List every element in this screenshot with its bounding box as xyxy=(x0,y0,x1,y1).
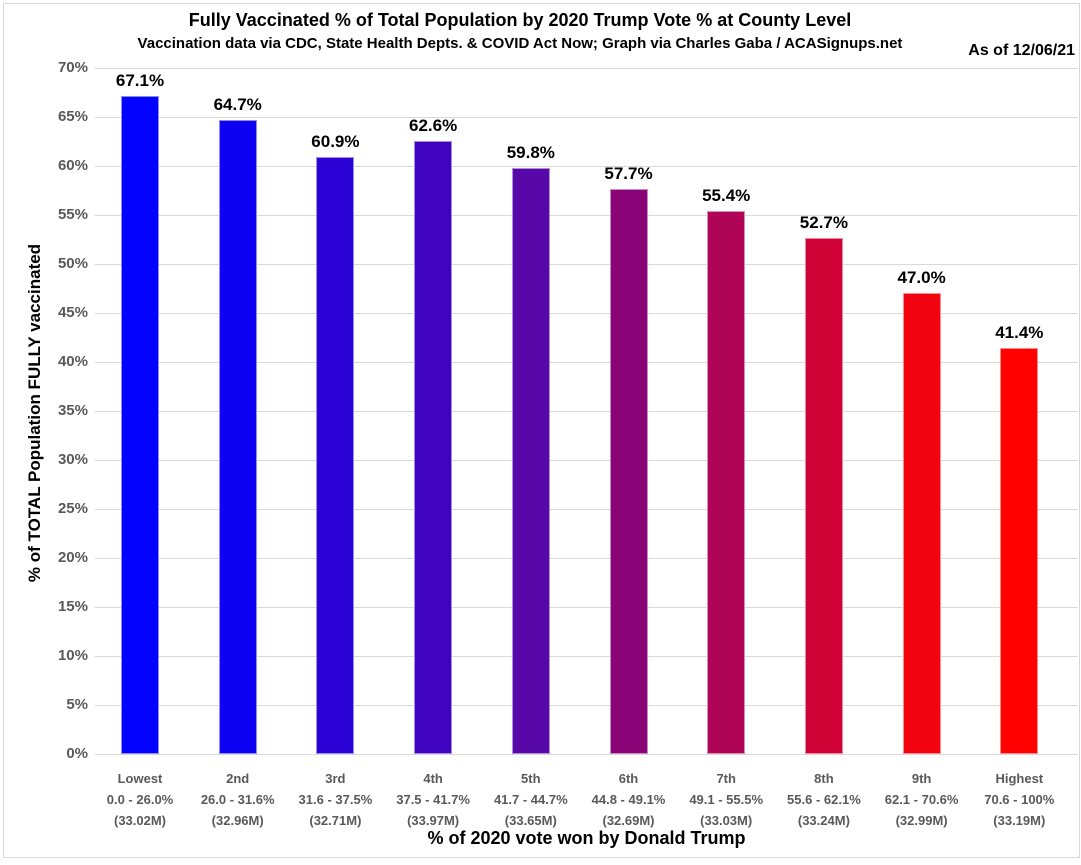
bar-2nd xyxy=(218,119,257,754)
y-gridline xyxy=(95,411,1078,412)
y-gridline xyxy=(95,509,1078,510)
bar-value-label: 47.0% xyxy=(897,268,946,288)
y-tick-label: 55% xyxy=(57,206,88,223)
x-tick-tier: 6th xyxy=(618,771,639,786)
bar-value-label: 52.7% xyxy=(799,212,848,232)
x-tick-population: (33.19M) xyxy=(993,813,1046,828)
y-gridline xyxy=(95,362,1078,363)
x-tick-population: (33.02M) xyxy=(113,813,167,828)
y-tick-label: 20% xyxy=(57,549,88,566)
x-tick-tier: Highest xyxy=(995,771,1044,786)
x-tick-tier: 3rd xyxy=(325,771,346,786)
y-gridline xyxy=(95,754,1078,755)
x-tick-range: 70.6 - 100% xyxy=(984,792,1055,807)
bar-3rd xyxy=(316,157,355,754)
y-tick-label: 25% xyxy=(57,500,88,517)
x-tick-range: 31.6 - 37.5% xyxy=(298,792,373,807)
x-tick-population: (33.97M) xyxy=(407,813,460,828)
bar-value-label: 67.1% xyxy=(115,71,165,91)
x-tick-population: (32.96M) xyxy=(211,813,264,828)
y-gridline xyxy=(95,117,1078,118)
bar-9th xyxy=(902,293,941,754)
x-tick-range: 37.5 - 41.7% xyxy=(396,792,470,807)
bar-lowest xyxy=(121,96,159,754)
x-tick-label: 6th 44.8 - 49.1% (32.69M) xyxy=(574,768,684,831)
y-tick-label: 70% xyxy=(57,59,88,76)
bar-value-label: 59.8% xyxy=(506,142,555,162)
bar-value-label: 62.6% xyxy=(408,115,458,135)
x-tick-range: 0.0 - 26.0% xyxy=(106,792,174,807)
x-tick-range: 26.0 - 31.6% xyxy=(200,792,275,807)
bar-highest xyxy=(1000,348,1039,754)
x-tick-label: 8th 55.6 - 62.1% (33.24M) xyxy=(769,768,879,831)
x-tick-tier: 8th xyxy=(814,771,834,786)
x-tick-tier: 5th xyxy=(521,771,541,786)
x-tick-label: Lowest 0.0 - 26.0% (33.02M) xyxy=(85,768,195,831)
y-tick-label: 45% xyxy=(57,304,88,321)
x-tick-range: 44.8 - 49.1% xyxy=(591,792,666,807)
y-gridline xyxy=(95,215,1078,216)
y-tick-label: 0% xyxy=(66,745,88,762)
x-tick-range: 62.1 - 70.6% xyxy=(884,792,959,807)
y-gridline xyxy=(95,264,1078,265)
bar-8th xyxy=(804,237,843,754)
y-gridline xyxy=(95,607,1078,608)
x-tick-label: Highest 70.6 - 100% (33.19M) xyxy=(964,768,1074,831)
x-tick-range: 49.1 - 55.5% xyxy=(689,792,764,807)
bar-4th xyxy=(414,140,453,754)
x-tick-population: (33.03M) xyxy=(700,813,753,828)
bar-value-label: 60.9% xyxy=(311,132,360,152)
x-tick-population: (33.24M) xyxy=(797,813,850,828)
x-tick-tier: 9th xyxy=(911,771,932,786)
as-of-date: As of 12/06/21 xyxy=(968,42,1075,59)
y-tick-label: 10% xyxy=(57,647,88,664)
bar-7th xyxy=(707,211,746,754)
y-tick-label: 60% xyxy=(57,157,88,174)
x-tick-range: 41.7 - 44.7% xyxy=(493,792,568,807)
x-tick-tier: 7th xyxy=(716,771,736,786)
x-tick-population: (32.99M) xyxy=(895,813,948,828)
bar-6th xyxy=(609,188,648,754)
y-tick-label: 5% xyxy=(66,696,88,713)
x-tick-population: (32.71M) xyxy=(309,813,362,828)
x-tick-range: 55.6 - 62.1% xyxy=(787,792,861,807)
y-gridline xyxy=(95,558,1078,559)
bar-value-label: 64.7% xyxy=(213,94,262,114)
y-tick-label: 30% xyxy=(57,451,88,468)
bar-value-label: 57.7% xyxy=(604,163,653,183)
y-tick-label: 65% xyxy=(57,108,88,125)
x-tick-label: 3rd 31.6 - 37.5% (32.71M) xyxy=(280,768,390,831)
x-tick-label: 2nd 26.0 - 31.6% (32.96M) xyxy=(183,768,293,831)
x-tick-tier: 2nd xyxy=(226,771,250,786)
x-tick-tier: Lowest xyxy=(117,771,163,786)
y-tick-label: 15% xyxy=(57,598,88,615)
y-tick-label: 50% xyxy=(57,255,88,272)
y-tick-label: 40% xyxy=(57,353,88,370)
y-gridline xyxy=(95,166,1078,167)
y-gridline xyxy=(95,705,1078,706)
y-gridline xyxy=(95,68,1078,69)
bar-value-label: 41.4% xyxy=(995,323,1044,343)
x-tick-population: (33.65M) xyxy=(504,813,557,828)
chart-title: Fully Vaccinated % of Total Population b… xyxy=(188,10,852,30)
bar-value-label: 55.4% xyxy=(702,186,751,206)
x-tick-tier: 4th xyxy=(423,771,443,786)
y-gridline xyxy=(95,656,1078,657)
x-tick-label: 4th 37.5 - 41.7% (33.97M) xyxy=(378,768,488,831)
y-gridline xyxy=(95,460,1078,461)
chart-subtitle: Vaccination data via CDC, State Health D… xyxy=(137,35,903,52)
y-tick-label: 35% xyxy=(57,402,88,419)
bar-5th xyxy=(511,167,550,754)
y-gridline xyxy=(95,313,1078,314)
x-tick-label: 7th 49.1 - 55.5% (33.03M) xyxy=(671,768,781,831)
x-tick-label: 5th 41.7 - 44.7% (33.65M) xyxy=(476,768,586,831)
x-tick-population: (32.69M) xyxy=(602,813,655,828)
x-tick-label: 9th 62.1 - 70.6% (32.99M) xyxy=(867,768,977,831)
x-axis-title: % of 2020 vote won by Donald Trump xyxy=(427,828,746,848)
